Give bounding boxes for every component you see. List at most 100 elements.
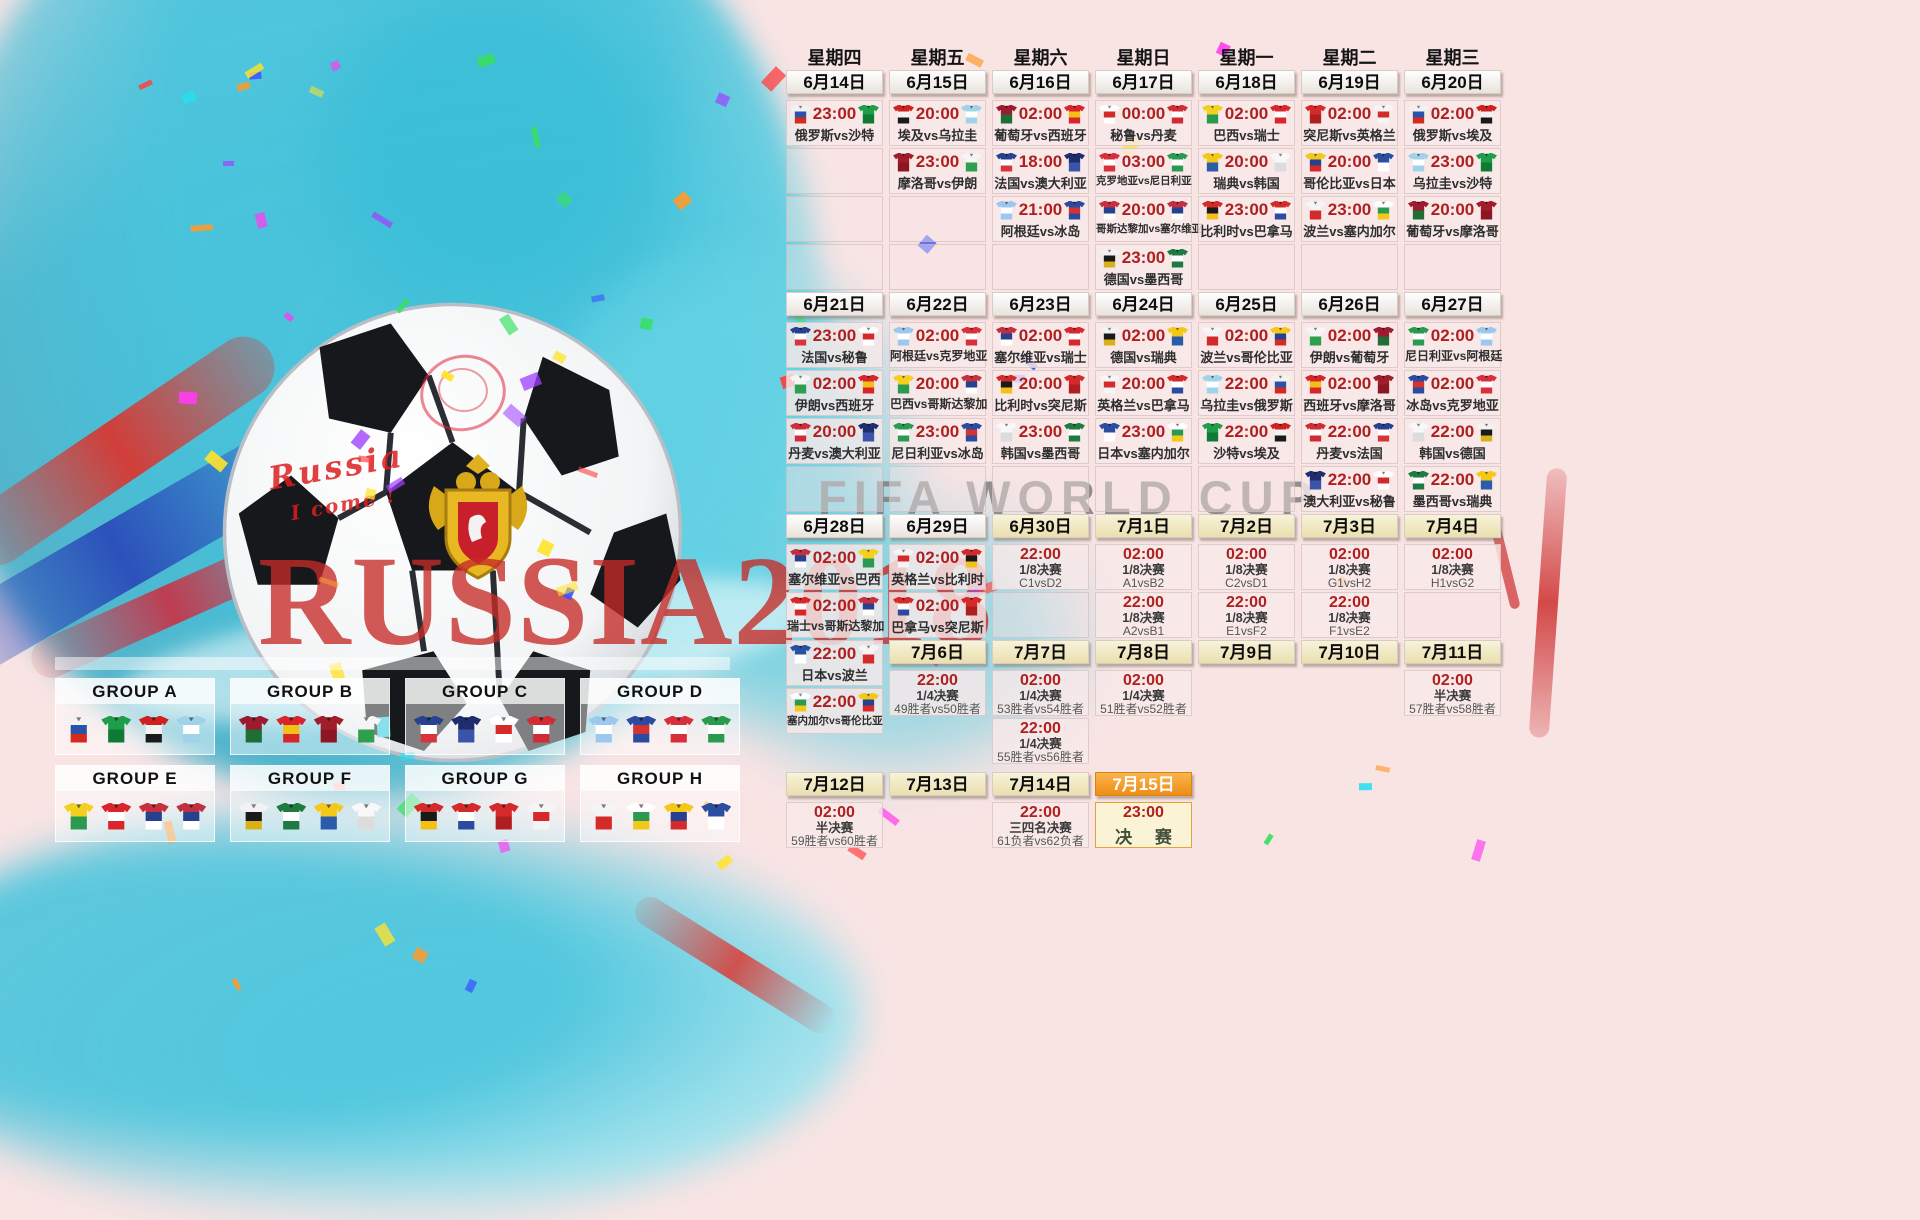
weekday-label: 星期四 (807, 48, 862, 68)
jersey-collar (1106, 104, 1112, 109)
match-row: 02:00 (787, 371, 882, 394)
empty-cell (992, 592, 1089, 638)
group-box: GROUP D (580, 678, 740, 755)
jersey-collar (1277, 374, 1283, 379)
jersey-collar (1277, 104, 1283, 109)
match-time: 02:00 (915, 548, 960, 567)
team-jersey-icon (1372, 326, 1394, 346)
group-box: GROUP G (405, 765, 565, 842)
jersey-collar (1003, 104, 1009, 109)
match-teams: 巴西vs哥斯达黎加 (890, 397, 988, 411)
team-jersey-icon (996, 152, 1017, 172)
jersey-collar (797, 104, 803, 109)
knockout-cell: 22:00 1/8决赛 E1vsF2 (1198, 592, 1295, 638)
jersey-collar (1415, 470, 1421, 475)
team-jersey-icon (1305, 104, 1326, 124)
calendar-column: 星期六 6月16日 02:00 葡萄牙vs西班牙 18:00 法国vs澳大利亚 21:00 阿… (992, 0, 1089, 1080)
match-teams: 巴拿马vs突尼斯 (891, 620, 984, 635)
date-header: 7月4日 (1404, 514, 1501, 538)
jersey-collar (1483, 374, 1489, 379)
jersey-collar (1174, 200, 1180, 205)
match-teams: 丹麦vs法国 (1316, 446, 1383, 461)
match-row: 02:00 (993, 101, 1088, 124)
knockout-teams: F1vsE2 (1329, 624, 1370, 638)
jersey-collar (1415, 422, 1421, 427)
team-jersey-icon (1202, 200, 1223, 220)
knockout-time: 22:00 (1329, 594, 1370, 611)
team-jersey-icon (960, 104, 982, 124)
knockout-cell: 22:00 1/8决赛 F1vsE2 (1301, 592, 1398, 638)
match-time: 00:00 (1121, 104, 1166, 123)
jersey-collar (1106, 326, 1112, 331)
jersey-collar (865, 374, 871, 379)
match-time: 20:00 (1430, 200, 1475, 219)
match-time: 02:00 (1430, 104, 1475, 123)
knockout-cell: 02:00 1/8决赛 C2vsD1 (1198, 544, 1295, 590)
jersey-collar (187, 802, 195, 809)
team-jersey-icon (1063, 104, 1085, 124)
match-cell: 23:00 波兰vs塞内加尔 (1301, 196, 1398, 242)
team-jersey-icon (790, 422, 811, 442)
team-jersey-icon (1408, 104, 1429, 124)
match-teams: 摩洛哥vs伊朗 (897, 176, 978, 191)
jersey-collar (968, 422, 974, 427)
jersey-collar (1106, 422, 1112, 427)
jersey-collar (1174, 374, 1180, 379)
match-cell: 20:00 英格兰vs巴拿马 (1095, 370, 1192, 416)
jersey-collar (1312, 326, 1318, 331)
match-row: 22:00 (1302, 419, 1397, 442)
empty-cell (1404, 244, 1501, 290)
knockout-stage: 半决赛 (815, 821, 854, 835)
knockout-cell: 02:00 1/4决赛 53胜者vs54胜者 (992, 670, 1089, 716)
match-time: 02:00 (1327, 374, 1372, 393)
match-teams: 塞尔维亚vs瑞士 (994, 350, 1087, 365)
team-jersey-icon (1305, 200, 1326, 220)
jersey-collar (325, 802, 333, 809)
team-jersey-icon (1202, 152, 1223, 172)
group-jerseys (56, 791, 214, 841)
match-row: 23:00 (787, 101, 882, 124)
team-jersey-icon (1408, 152, 1429, 172)
date-header: 6月14日 (786, 70, 883, 94)
jersey-collar (250, 802, 258, 809)
team-jersey-icon (893, 596, 914, 616)
team-jersey-icon (960, 152, 982, 172)
match-row: 23:00 (1199, 197, 1294, 220)
group-box: GROUP E (55, 765, 215, 842)
match-time: 23:00 (1327, 200, 1372, 219)
team-jersey-icon (1063, 422, 1085, 442)
team-jersey-icon (1305, 374, 1326, 394)
match-row: 23:00 (1405, 149, 1500, 172)
team-jersey-icon (1099, 422, 1120, 442)
match-cell: 20:00 比利时vs突尼斯 (992, 370, 1089, 416)
jersey-collar (797, 326, 803, 331)
date-header: 7月10日 (1301, 640, 1398, 664)
match-teams: 伊朗vs西班牙 (794, 398, 875, 413)
jersey-collar (1483, 104, 1489, 109)
date-header: 6月22日 (889, 292, 986, 316)
knockout-teams: H1vsG2 (1430, 576, 1475, 590)
match-teams: 韩国vs德国 (1419, 446, 1486, 461)
match-cell: 02:00 巴西vs瑞士 (1198, 100, 1295, 146)
empty-cell (1404, 592, 1501, 638)
knockout-cell: 02:00 1/8决赛 H1vsG2 (1404, 544, 1501, 590)
match-time: 23:00 (915, 422, 960, 441)
match-teams: 尼日利亚vs冰岛 (891, 446, 984, 461)
jersey-collar (1277, 152, 1283, 157)
jersey-collar (865, 326, 871, 331)
match-time: 23:00 (915, 152, 960, 171)
match-row: 23:00 (1302, 197, 1397, 220)
match-teams: 巴西vs瑞士 (1213, 128, 1280, 143)
weekday-label: 星期日 (1116, 48, 1171, 68)
knockout-stage: 1/8决赛 (1225, 611, 1268, 625)
jersey-collar (1380, 152, 1386, 157)
date-header: 7月9日 (1198, 640, 1295, 664)
knockout-teams: A2vsB1 (1122, 624, 1165, 638)
team-jersey-icon (1166, 152, 1188, 172)
jersey-collar (1174, 422, 1180, 427)
team-jersey-icon (1372, 152, 1394, 172)
match-time: 23:00 (1121, 248, 1166, 267)
match-time: 02:00 (915, 326, 960, 345)
jersey-collar (537, 715, 545, 722)
jersey-collar (1380, 374, 1386, 379)
